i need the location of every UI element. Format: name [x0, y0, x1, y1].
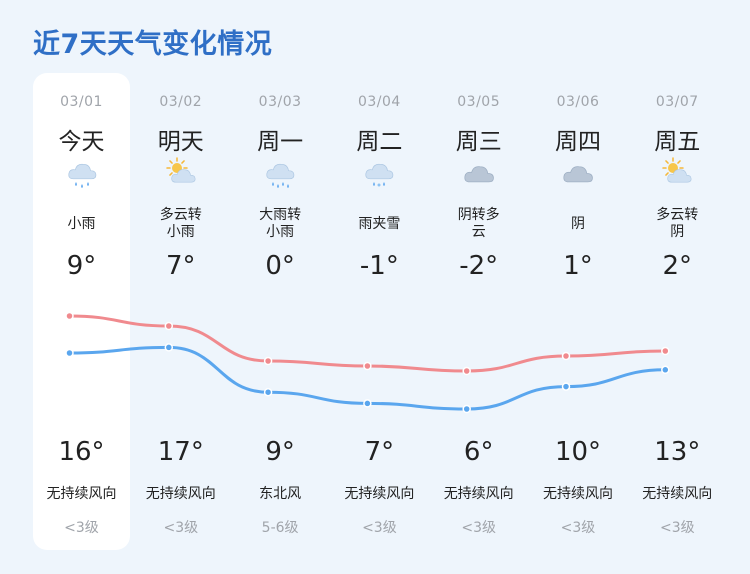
temp-top: 0° — [265, 251, 295, 281]
page-title: 近7天天气变化情况 — [33, 29, 273, 60]
data-point — [65, 348, 74, 358]
temp-top: -1° — [359, 251, 399, 281]
weather-condition: 多云转 小雨 — [132, 204, 229, 244]
day-column: 03/05 周三 阴转多云 -2° 6° 无持续风向 <3级 — [430, 73, 527, 550]
day-column: 03/06 周四 阴 1° 10° 无持续风向 <3级 — [530, 73, 627, 550]
day-date: 03/07 — [655, 94, 699, 110]
wind-level: <3级 — [64, 520, 99, 536]
day-name: 周五 — [654, 129, 701, 155]
day-name: 周二 — [356, 129, 403, 155]
wind-level: <3级 — [362, 520, 397, 536]
temp-top: 2° — [662, 251, 693, 281]
temp-top: 9° — [66, 251, 97, 281]
condition-line-1: 阴 — [571, 215, 585, 232]
data-point — [164, 321, 174, 331]
day-date: 03/05 — [457, 94, 501, 110]
overcast-cloud-icon — [430, 157, 527, 189]
data-point — [661, 365, 670, 375]
condition-line-2: 小雨 — [266, 224, 295, 240]
condition-line-2: 云 — [471, 224, 486, 240]
rain-cloud-icon — [33, 157, 130, 189]
wind-direction: 无持续风向 — [344, 486, 415, 502]
weather-condition: 小雨 — [33, 204, 130, 244]
temp-bottom: 6° — [463, 437, 494, 467]
data-point — [661, 346, 670, 356]
weather-condition: 雨夹雪 — [331, 204, 428, 244]
today-highlight-card — [33, 73, 130, 550]
wind-level: <3级 — [560, 520, 596, 536]
temp-bottom: 16° — [58, 437, 105, 467]
condition-line-1: 多云转 — [656, 207, 699, 223]
wind-direction: 东北风 — [259, 486, 302, 502]
day-column: 03/03 周一 大雨转 小雨 0° 9° 东北风 5-6级 — [232, 73, 329, 550]
day-column: 03/01 今天 小雨 9° 16° 无持续风向 <3级 — [33, 73, 130, 550]
condition-line-1: 多云转 — [159, 207, 202, 223]
day-name: 明天 — [157, 129, 204, 155]
wind-direction: 无持续风向 — [443, 486, 514, 502]
wind-level: 5-6级 — [261, 520, 299, 536]
day-name: 周三 — [455, 129, 502, 155]
wind-level: <3级 — [461, 520, 496, 536]
partly-cloudy-icon — [629, 157, 726, 189]
day-date: 03/03 — [258, 94, 302, 110]
day-column: 03/04 周二 雨夹雪 -1° 7° 无持续风向 <3级 — [331, 73, 428, 550]
heavy-rain-cloud-icon — [232, 157, 329, 189]
data-point — [561, 351, 571, 361]
condition-line-1: 阴转多 — [457, 207, 500, 223]
temp-bottom: 10° — [554, 437, 602, 467]
temp-top: 1° — [563, 251, 593, 281]
data-point — [561, 382, 571, 391]
data-point — [65, 311, 74, 321]
data-point — [164, 343, 174, 352]
day-column: 03/07 周五 多云转阴 2° 13° 无持续风向 <3级 — [629, 73, 726, 550]
wind-level: <3级 — [163, 520, 199, 536]
sleet-cloud-icon — [331, 157, 428, 189]
condition-line-2: 阴 — [670, 224, 685, 240]
data-point — [363, 399, 372, 408]
day-name: 今天 — [58, 129, 105, 155]
data-point — [263, 387, 273, 397]
overcast-cloud-icon — [530, 157, 627, 189]
temp-bottom: 13° — [654, 437, 701, 467]
temp-bottom: 9° — [265, 437, 295, 467]
wind-level: <3级 — [659, 520, 695, 536]
day-column: 03/02 明天 多云转 小雨 7° 17° 无持续风向 <3级 — [132, 73, 229, 550]
day-date: 03/02 — [159, 94, 203, 110]
partly-cloudy-icon — [132, 157, 229, 189]
day-date: 03/04 — [357, 94, 401, 110]
day-name: 周一 — [257, 129, 304, 155]
wind-direction: 无持续风向 — [46, 486, 117, 502]
condition-line-1: 小雨 — [67, 215, 96, 232]
data-point — [363, 361, 372, 371]
condition-line-2: 小雨 — [166, 224, 195, 240]
temp-top: 7° — [166, 251, 196, 281]
weather-condition: 大雨转 小雨 — [232, 204, 329, 244]
temp-bottom: 7° — [364, 437, 395, 467]
wind-direction: 无持续风向 — [543, 486, 613, 502]
temp-top: -2° — [459, 251, 499, 281]
weather-condition: 阴 — [530, 204, 627, 244]
weather-condition: 多云转阴 — [629, 204, 726, 244]
data-point — [462, 404, 471, 414]
temp-bottom: 17° — [157, 437, 204, 467]
condition-line-1: 大雨转 — [259, 207, 302, 223]
wind-direction: 无持续风向 — [145, 486, 216, 502]
weather-condition: 阴转多云 — [430, 204, 527, 244]
day-name: 周四 — [555, 129, 601, 155]
condition-line-1: 雨夹雪 — [358, 215, 401, 232]
data-point — [462, 366, 471, 376]
wind-direction: 无持续风向 — [642, 486, 713, 502]
day-date: 03/01 — [60, 94, 103, 110]
day-date: 03/06 — [556, 94, 600, 110]
data-point — [263, 356, 273, 366]
